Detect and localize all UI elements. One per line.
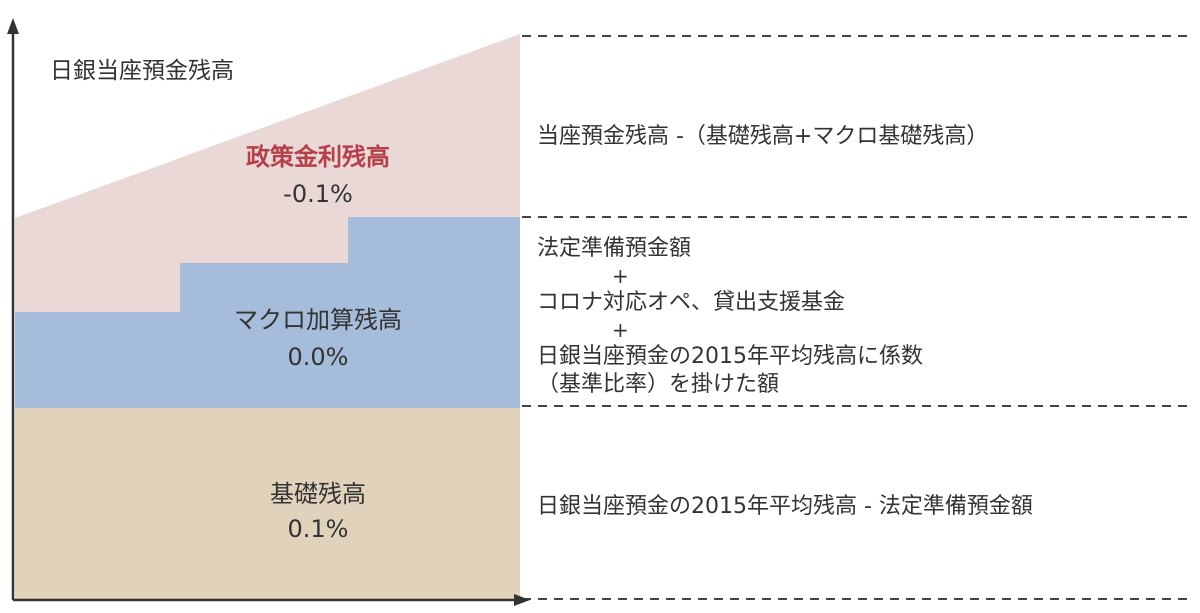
y-axis-arrow xyxy=(7,18,19,34)
basic-name: 基礎残高 xyxy=(270,480,366,508)
basic-region xyxy=(15,408,520,600)
macro-description-line3: 日銀当座預金の2015年平均残高に係数 xyxy=(537,344,923,369)
macro-description-line4: （基準比率）を掛けた額 xyxy=(537,372,780,397)
axes xyxy=(7,18,530,606)
macro-region xyxy=(15,217,520,408)
basic-value: 0.1% xyxy=(287,515,349,543)
macro-description-line2: コロナ対応オペ、貸出支援基金 xyxy=(537,290,846,315)
policy-rate-description: 当座預金残高 -（基礎残高+マクロ基礎残高） xyxy=(537,124,989,149)
policy-rate-value: -0.1% xyxy=(283,180,353,208)
macro-name: マクロ加算残高 xyxy=(234,306,402,334)
macro-value: 0.0% xyxy=(287,343,349,371)
macro-description-line1: 法定準備預金額 xyxy=(537,236,692,261)
policy-rate-name: 政策金利残高 xyxy=(246,143,390,171)
macro-plus-1: + xyxy=(612,264,629,288)
y-axis-label: 日銀当座預金残高 xyxy=(50,58,234,84)
macro-plus-2: + xyxy=(612,318,629,342)
x-axis-arrow xyxy=(514,594,530,606)
basic-description: 日銀当座預金の2015年平均残高 - 法定準備預金額 xyxy=(537,494,1033,519)
